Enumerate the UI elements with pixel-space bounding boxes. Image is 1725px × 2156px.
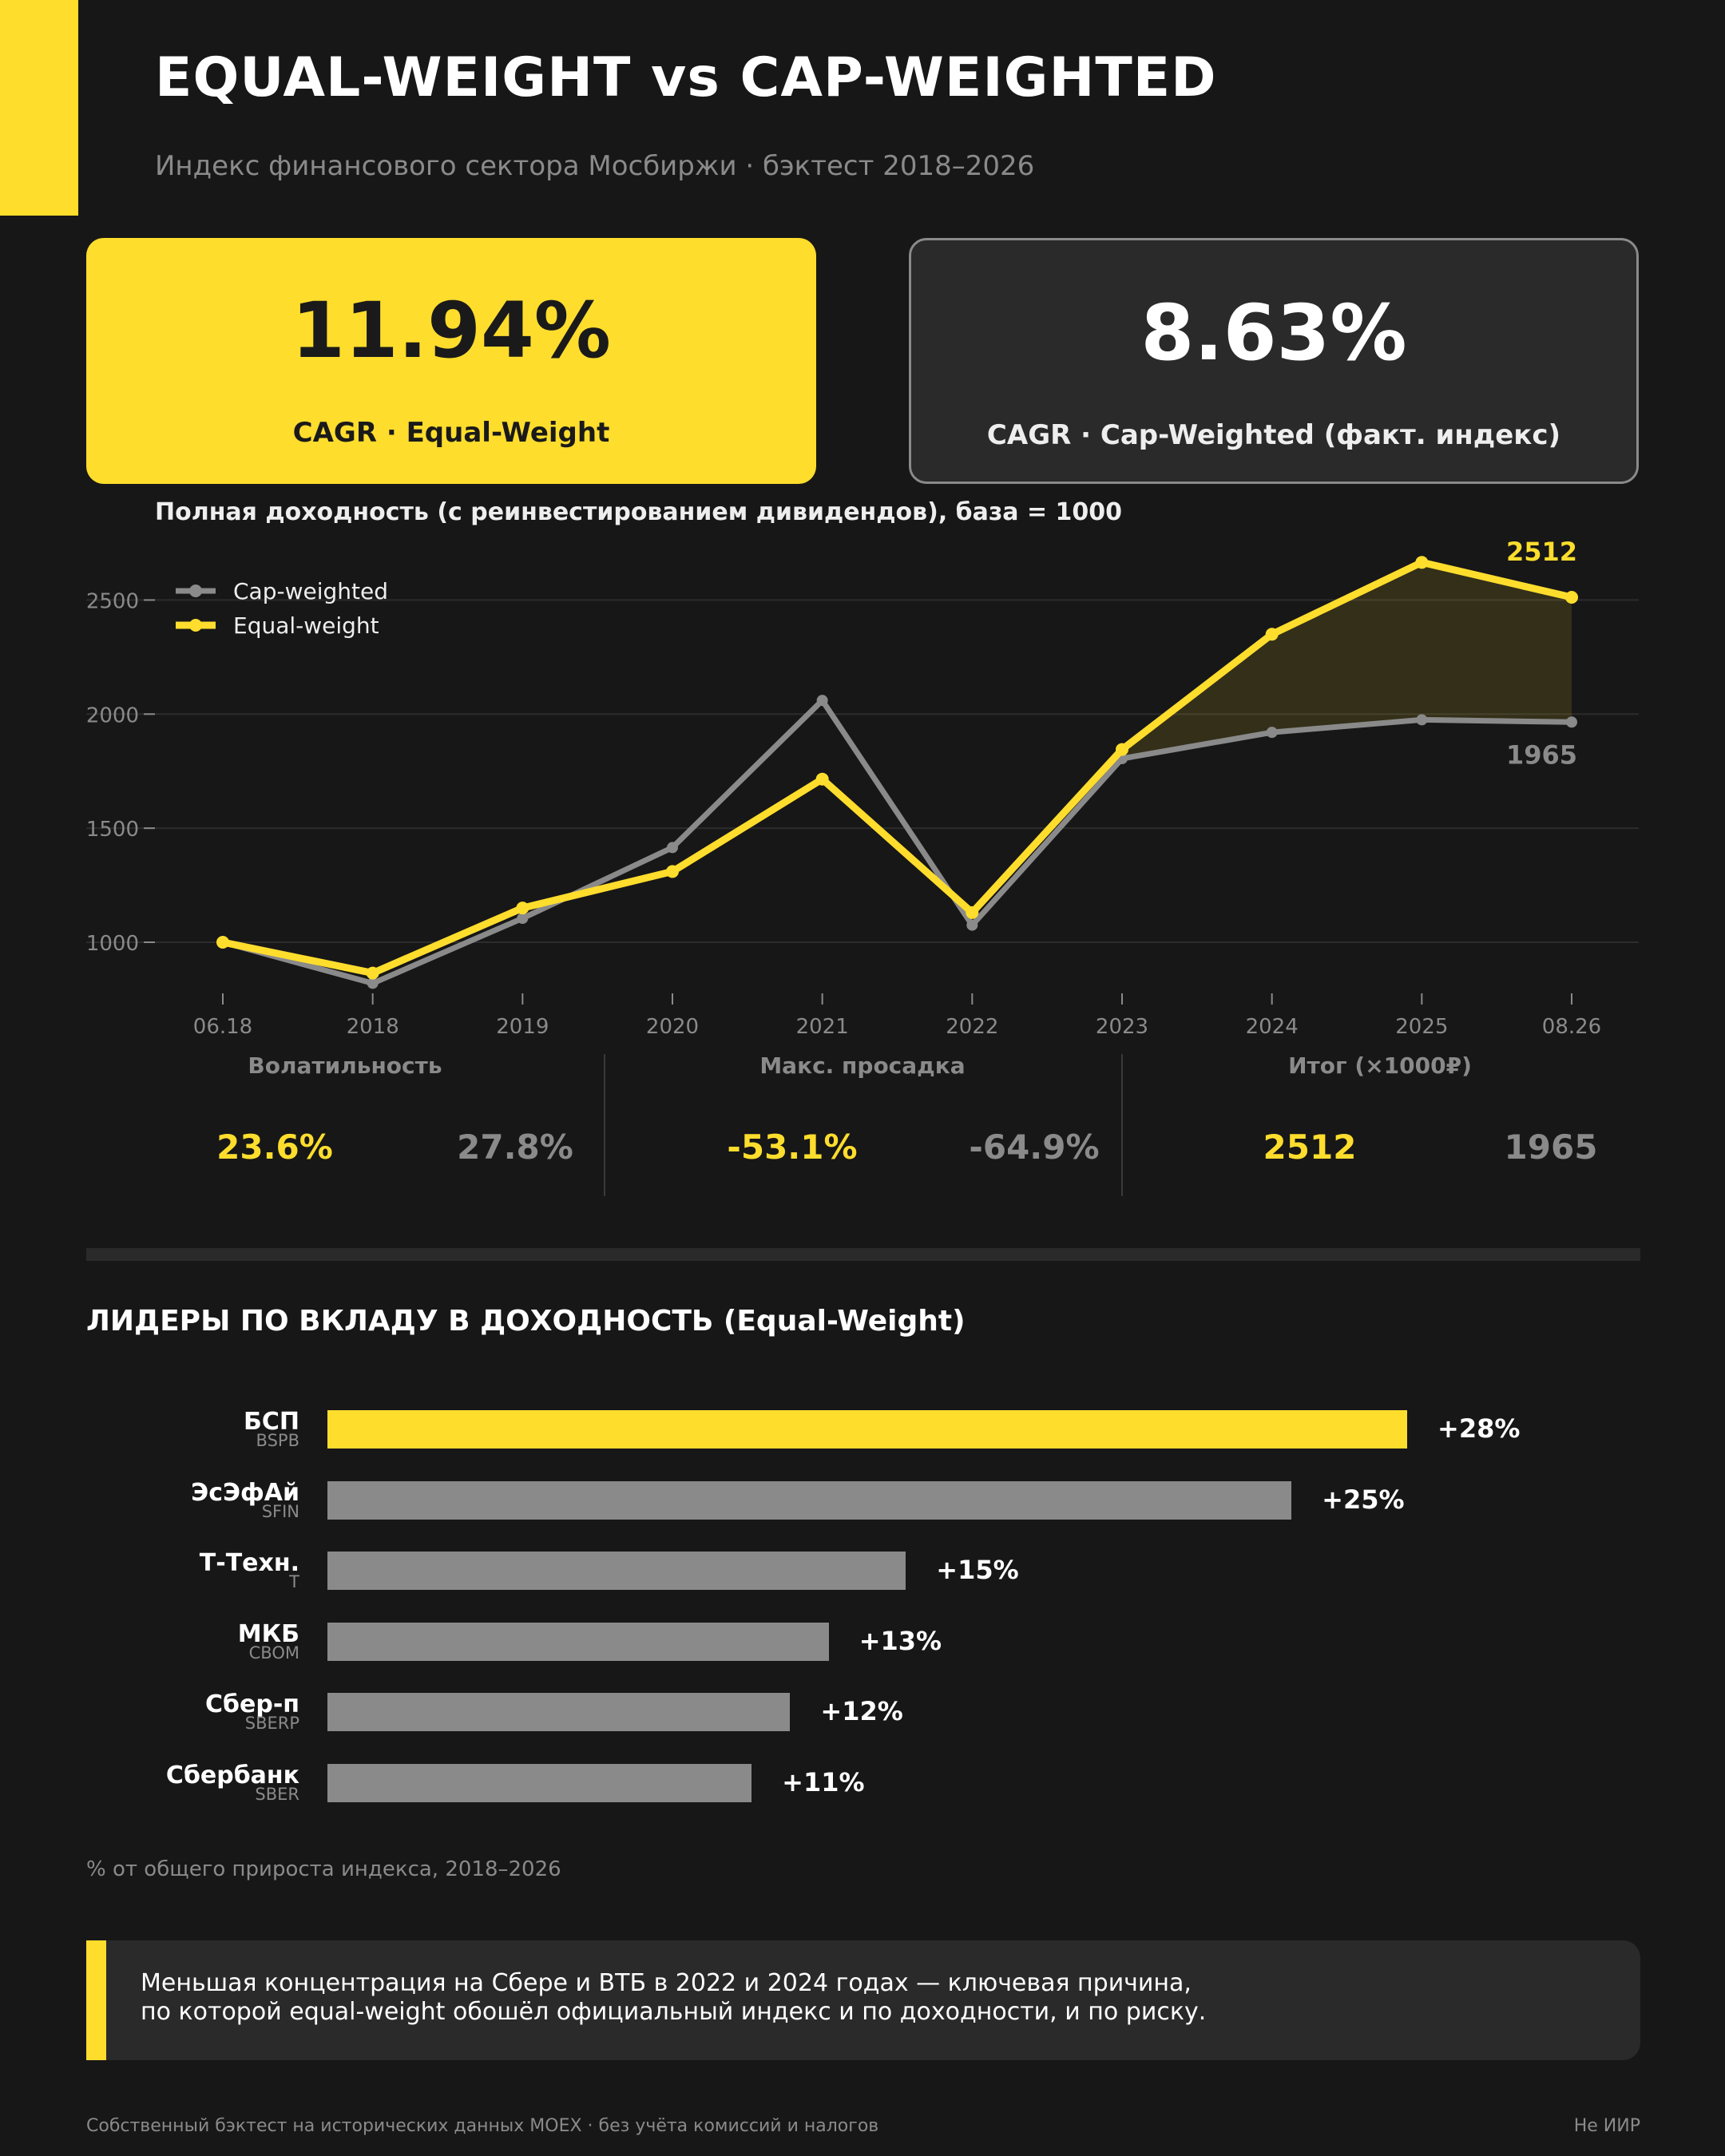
header-accent-bar: [0, 0, 78, 216]
y-tick-label: 1500: [86, 818, 139, 842]
leader-ticker-sfin: SFIN: [261, 1502, 299, 1521]
kpi-label-cap-weighted: CAGR · Cap-Weighted (факт. индекс): [986, 419, 1561, 451]
legend-label: Equal-weight: [233, 612, 379, 639]
data-point-equal-weight: [815, 772, 829, 786]
metric-volatility-ew: 23.6%: [216, 1128, 333, 1167]
x-tick-label: 2021: [796, 1015, 849, 1038]
kpi-card-equal-weight: 11.94% CAGR · Equal-Weight: [86, 238, 816, 484]
legend-marker: [189, 585, 202, 597]
outperformance-area: [1122, 562, 1572, 759]
data-point-equal-weight: [516, 902, 529, 915]
x-tick-label: 2022: [946, 1015, 998, 1038]
x-tick-label: 2023: [1096, 1015, 1148, 1038]
callout-line-2: по которой equal-weight обошёл официальн…: [141, 1998, 1207, 2026]
kpi-value-cap-weighted: 8.63%: [1140, 288, 1407, 378]
leader-bar-sber: [327, 1764, 752, 1802]
callout-box: [86, 1940, 1640, 2060]
x-tick-label: 2019: [496, 1015, 549, 1038]
data-point-equal-weight: [366, 966, 379, 980]
metric-title-result: Итог (×1000₽): [1288, 1052, 1472, 1079]
leader-ticker-t: T: [289, 1572, 299, 1591]
leader-ticker-cbom: CBOM: [248, 1643, 299, 1663]
callout-line-1: Меньшая концентрация на Сбере и ВТБ в 20…: [141, 1969, 1192, 1997]
series-line-cap-weighted: [222, 697, 1572, 986]
kpi-value-equal-weight: 11.94%: [291, 286, 611, 375]
callout-accent-bar: [86, 1940, 106, 2060]
data-point-cap-weighted: [1416, 714, 1428, 726]
end-label-equal-weight: 2512: [1506, 537, 1577, 567]
leaders-note: % от общего прироста индекса, 2018–2026: [86, 1857, 561, 1881]
leader-ticker-bspb: BSPB: [256, 1431, 299, 1450]
leader-name-cbom: МКБ: [237, 1620, 299, 1648]
footer-disclaimer: Собственный бэктест на исторических данн…: [86, 2116, 879, 2136]
x-tick-label: 08.26: [1542, 1015, 1601, 1038]
data-point-equal-weight: [216, 936, 229, 949]
leader-name-bspb: БСП: [244, 1408, 299, 1436]
data-point-equal-weight: [1415, 556, 1429, 569]
leader-bar-cbom: [327, 1623, 829, 1661]
leader-ticker-sber: SBER: [255, 1785, 299, 1804]
metric-result-ew: 2512: [1263, 1128, 1357, 1167]
leader-value-sberp: +12%: [820, 1696, 903, 1726]
leader-name-sfin: ЭсЭфАй: [191, 1479, 299, 1507]
leader-value-sber: +11%: [782, 1767, 865, 1797]
leader-ticker-sberp: SBERP: [244, 1714, 299, 1733]
data-point-cap-weighted: [816, 695, 828, 707]
y-tick-label: 1000: [86, 932, 139, 956]
leader-bar-sberp: [327, 1693, 791, 1731]
metric-result-cw: 1965: [1504, 1128, 1598, 1167]
total-return-line-chart: 1000 1500 2000 2500 06.18 2018 2019 2020 2021 202…: [86, 537, 1639, 1038]
leader-bar-t: [327, 1552, 906, 1590]
metric-title-volatility: Волатильность: [248, 1052, 442, 1079]
data-point-cap-weighted: [966, 919, 978, 931]
data-point-cap-weighted: [667, 842, 678, 854]
x-tick-label: 2020: [646, 1015, 699, 1038]
y-tick-label: 2000: [86, 703, 139, 727]
callout-text: Меньшая концентрация на Сбере и ВТБ в 20…: [141, 1969, 1206, 2027]
x-tick-label: 06.18: [193, 1015, 252, 1038]
leader-bar-bspb: [327, 1410, 1407, 1449]
end-label-cap-weighted: 1965: [1506, 739, 1577, 770]
leader-value-sfin: +25%: [1322, 1484, 1405, 1515]
data-point-equal-weight: [1116, 743, 1128, 756]
footer-note: Не ИИР: [1573, 2116, 1640, 2136]
data-point-equal-weight: [666, 865, 679, 878]
leaders-title: ЛИДЕРЫ ПО ВКЛАДУ В ДОХОДНОСТЬ (Equal-Wei…: [86, 1305, 966, 1338]
data-point-cap-weighted: [1566, 716, 1577, 728]
leader-bar-sfin: [327, 1481, 1292, 1520]
leader-value-bspb: +28%: [1438, 1413, 1521, 1444]
series-line-equal-weight: [222, 558, 1573, 977]
leader-value-cbom: +13%: [859, 1626, 942, 1656]
metric-drawdown-cw: -64.9%: [969, 1128, 1100, 1167]
kpi-label-equal-weight: CAGR · Equal-Weight: [292, 417, 610, 449]
metric-drawdown-ew: -53.1%: [727, 1128, 858, 1167]
kpi-card-cap-weighted: 8.63% CAGR · Cap-Weighted (факт. индекс): [909, 238, 1639, 484]
data-point-equal-weight: [966, 906, 979, 919]
page-subtitle: Индекс финансового сектора Мосбиржи · бэ…: [155, 150, 1035, 182]
metric-title-max-drawdown: Макс. просадка: [759, 1052, 966, 1079]
data-point-equal-weight: [1265, 628, 1279, 641]
x-tick-label: 2024: [1246, 1015, 1299, 1038]
leader-value-t: +15%: [936, 1555, 1019, 1585]
data-point-cap-weighted: [517, 913, 529, 924]
metric-divider: [604, 1054, 605, 1196]
x-tick-label: 2018: [347, 1015, 399, 1038]
chart-title: Полная доходность (с реинвестированием д…: [155, 498, 1123, 526]
data-point-cap-weighted: [1266, 727, 1278, 739]
legend-label: Cap-weighted: [233, 578, 388, 604]
leader-name-t: Т-Техн.: [199, 1549, 299, 1577]
metric-volatility-cw: 27.8%: [457, 1128, 573, 1167]
leader-name-sberp: Сбер-п: [205, 1690, 299, 1718]
metric-divider: [1121, 1054, 1123, 1196]
data-point-cap-weighted: [367, 977, 379, 989]
section-divider: [86, 1248, 1640, 1261]
y-tick-label: 2500: [86, 589, 139, 613]
x-tick-label: 2025: [1395, 1015, 1448, 1038]
leader-name-sber: Сбербанк: [165, 1762, 299, 1789]
page-title: EQUAL-WEIGHT vs CAP-WEIGHTED: [155, 46, 1217, 109]
data-point-equal-weight: [1565, 591, 1578, 604]
legend-marker: [189, 619, 202, 632]
